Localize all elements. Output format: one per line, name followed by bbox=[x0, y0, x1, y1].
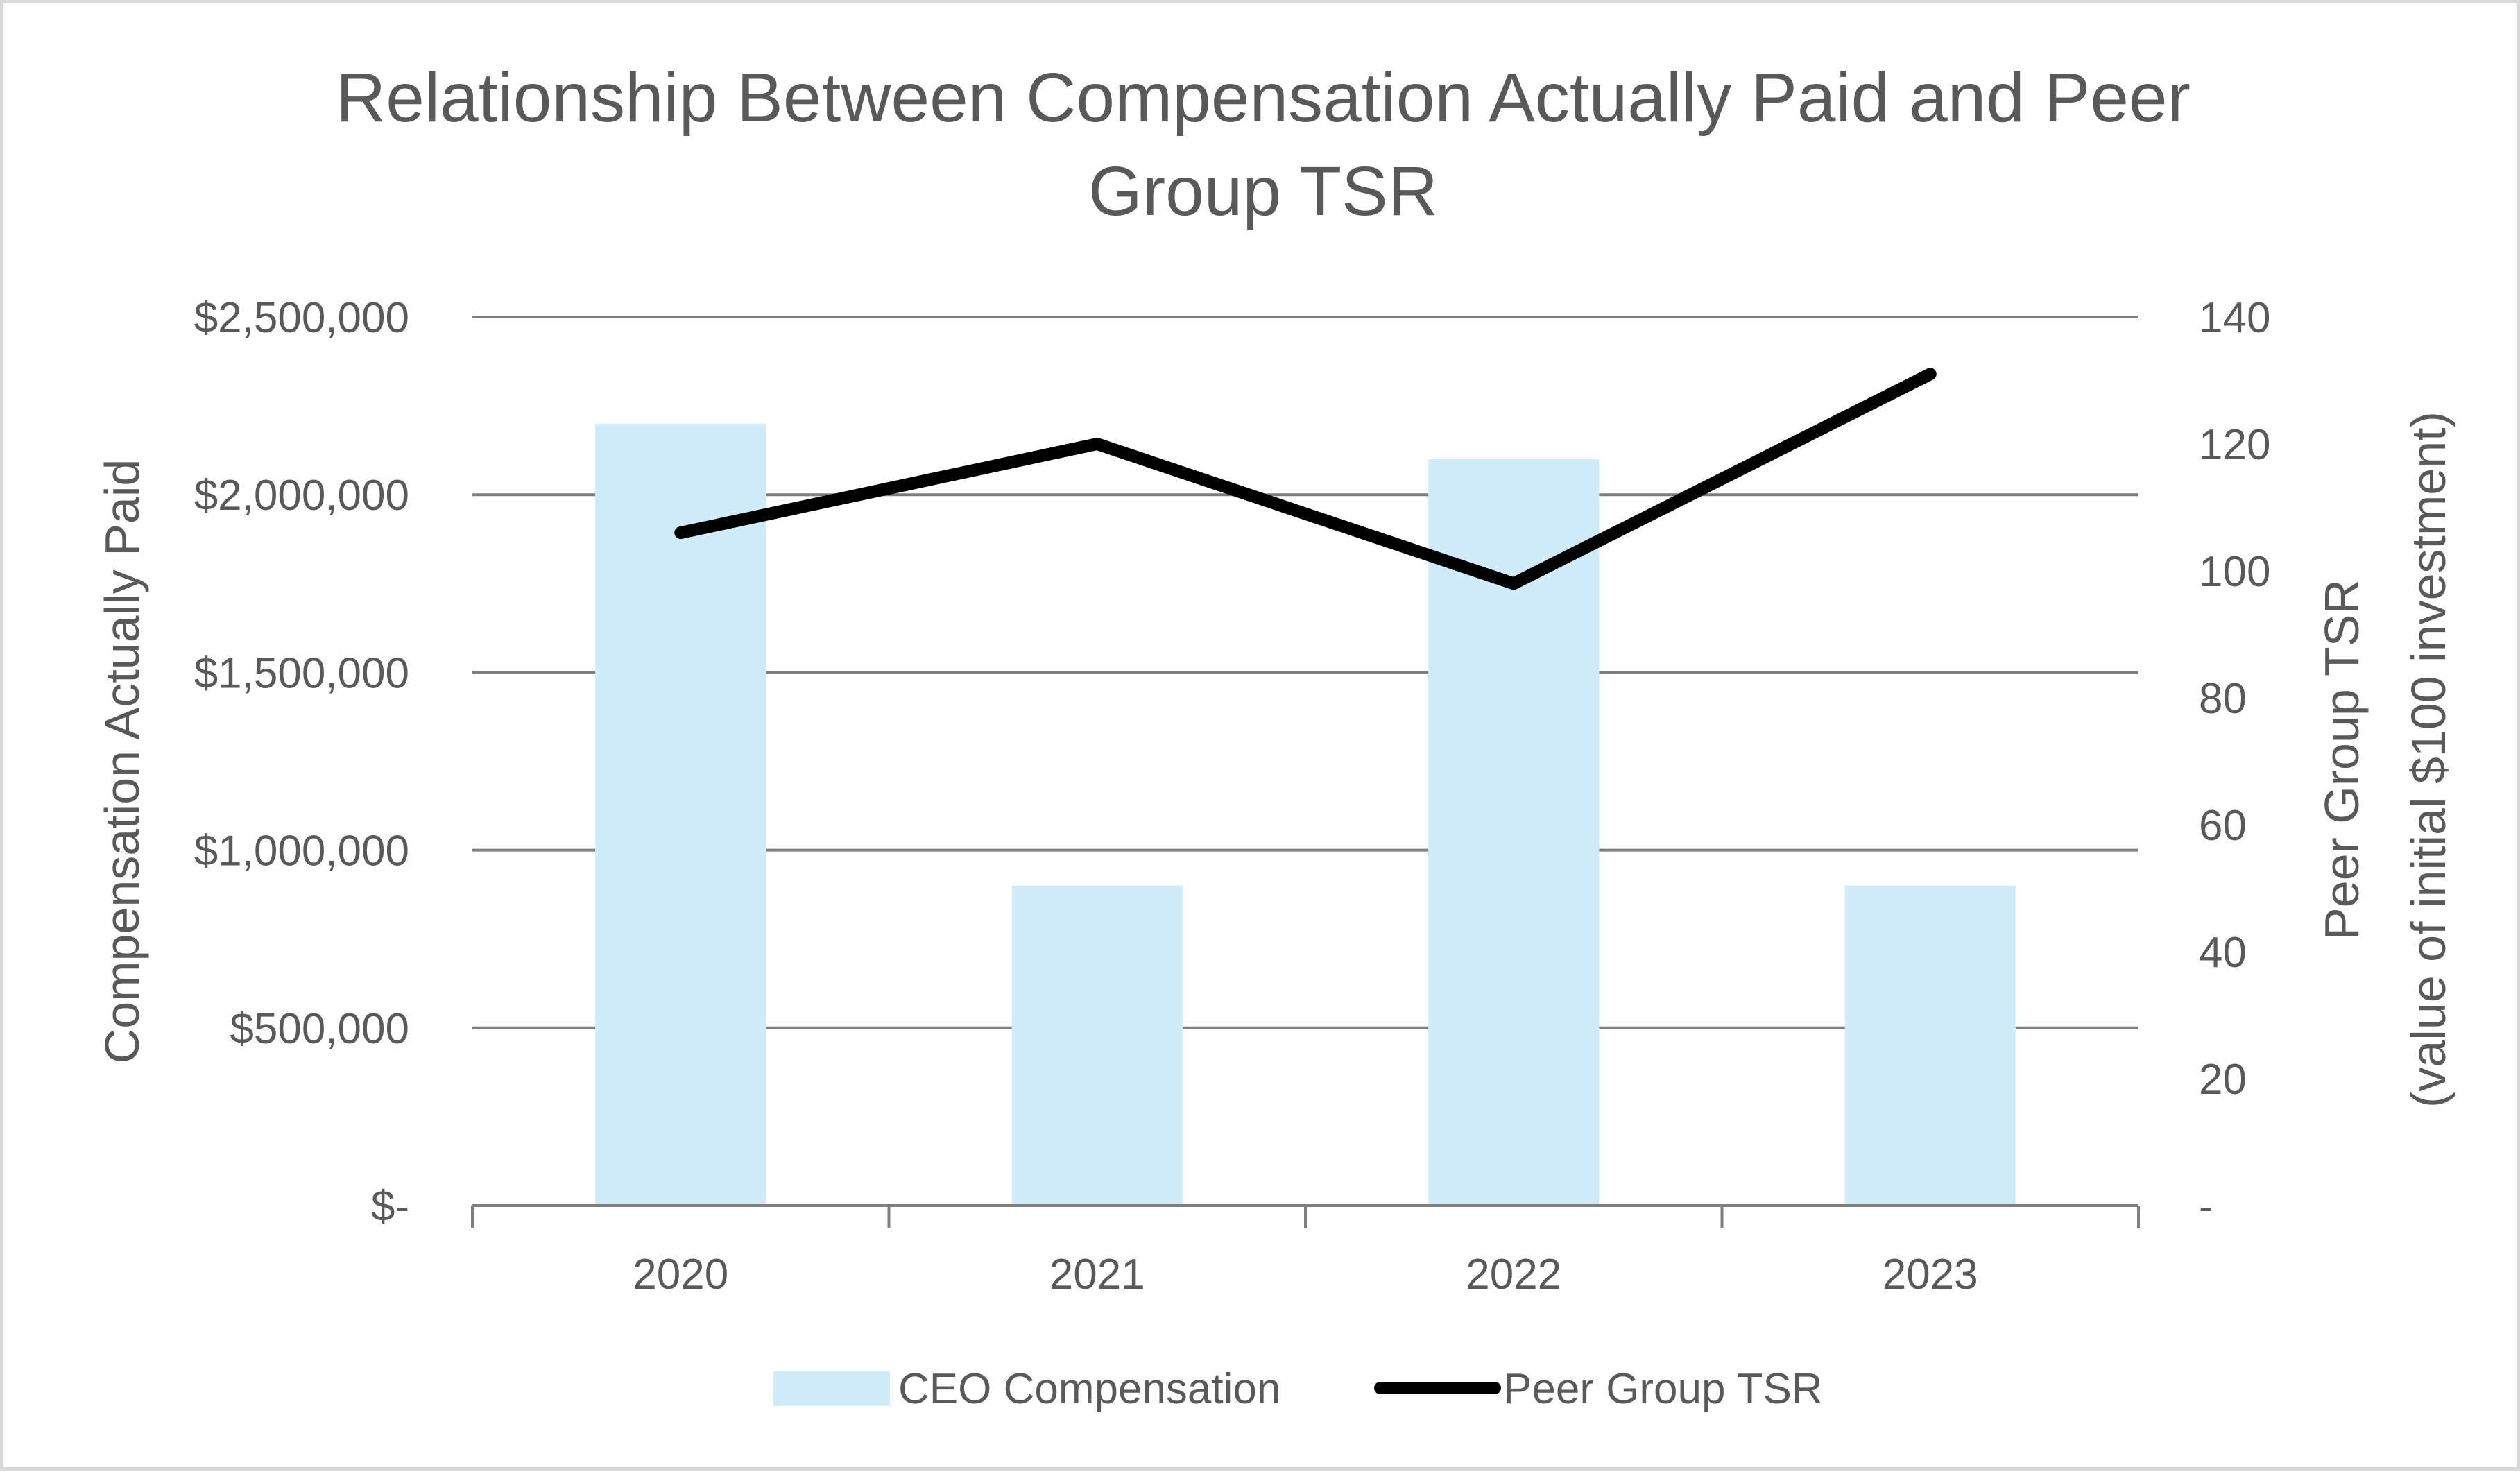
right-tick-label-3: 60 bbox=[2199, 802, 2247, 850]
left-tick-label-3: $1,500,000 bbox=[194, 649, 409, 697]
left-tick-label-2: $1,000,000 bbox=[194, 828, 409, 875]
bar-ceo-compensation-2021 bbox=[1011, 885, 1183, 1206]
left-tick-label-0: $- bbox=[371, 1183, 409, 1231]
legend-label-ceo-compensation: CEO Compensation bbox=[898, 1365, 1280, 1413]
legend-label-peer-group-tsr: Peer Group TSR bbox=[1503, 1365, 1823, 1413]
chart-title-line-1: Relationship Between Compensation Actual… bbox=[336, 59, 2191, 137]
point-peer-group-tsr-2020 bbox=[680, 532, 682, 534]
right-tick-label-0: - bbox=[2199, 1183, 2213, 1231]
x-tick-label-2021: 2021 bbox=[1049, 1251, 1145, 1299]
left-tick-label-5: $2,500,000 bbox=[194, 294, 409, 342]
right-tick-label-7: 140 bbox=[2199, 294, 2270, 342]
x-tick-label-2023: 2023 bbox=[1883, 1251, 1978, 1299]
x-tick-label-2022: 2022 bbox=[1466, 1251, 1561, 1299]
right-axis-title-line-2: (value of initial $100 investment) bbox=[2401, 411, 2455, 1108]
right-axis-title-line-1: Peer Group TSR bbox=[2315, 579, 2369, 940]
line-peer-group-tsr bbox=[674, 368, 1937, 590]
right-tick-label-4: 80 bbox=[2199, 675, 2247, 723]
x-tick-label-2020: 2020 bbox=[633, 1251, 728, 1299]
chart-svg: Relationship Between Compensation Actual… bbox=[95, 59, 2455, 1413]
bar-ceo-compensation-2022 bbox=[1428, 459, 1600, 1206]
right-tick-label-1: 20 bbox=[2199, 1056, 2247, 1104]
bar-ceo-compensation-2023 bbox=[1844, 885, 2016, 1206]
point-peer-group-tsr-2022 bbox=[1513, 583, 1515, 585]
right-tick-label-6: 120 bbox=[2199, 421, 2270, 469]
left-tick-label-1: $500,000 bbox=[230, 1005, 409, 1053]
chart-title-line-2: Group TSR bbox=[1088, 153, 1438, 230]
left-tick-label-4: $2,000,000 bbox=[194, 472, 409, 520]
right-tick-label-2: 40 bbox=[2199, 929, 2247, 977]
point-peer-group-tsr-2023 bbox=[1929, 373, 1931, 375]
bar-ceo-compensation-2020 bbox=[595, 423, 766, 1206]
right-tick-label-5: 100 bbox=[2199, 548, 2270, 596]
legend-swatch-ceo-compensation bbox=[773, 1371, 890, 1406]
left-axis-title: Compensation Actually Paid bbox=[95, 459, 149, 1064]
point-peer-group-tsr-2021 bbox=[1096, 443, 1098, 445]
